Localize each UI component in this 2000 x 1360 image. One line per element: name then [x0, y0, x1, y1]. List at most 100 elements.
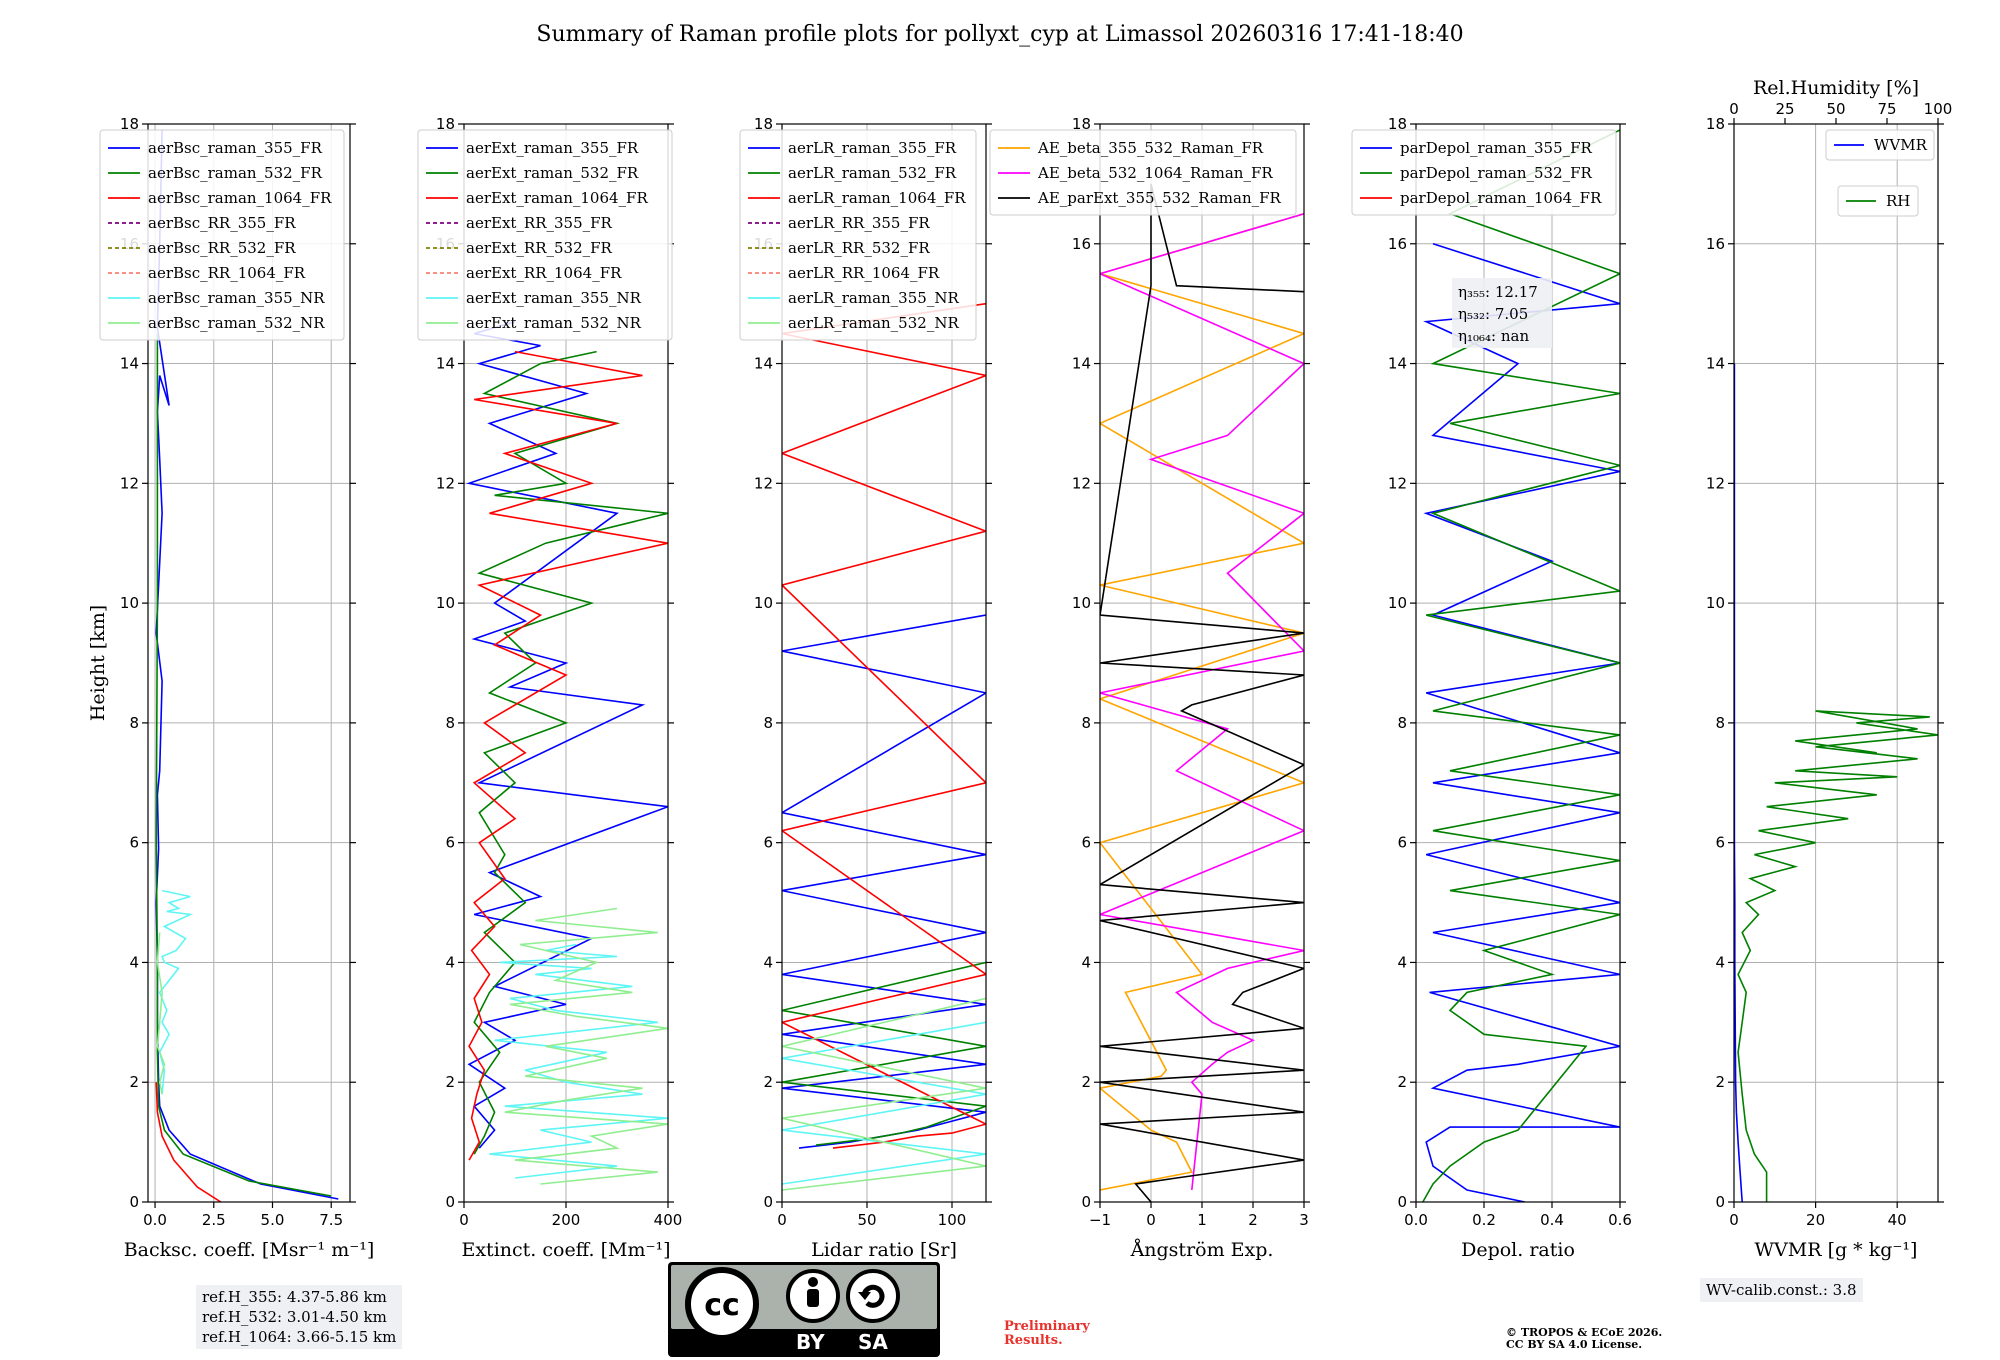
series-group [1734, 363, 1938, 1202]
y-tick-label: 4 [763, 953, 773, 971]
svg-text:cc: cc [704, 1288, 740, 1323]
y-tick-label: 10 [1072, 594, 1091, 612]
x-tick-label: 0 [777, 1211, 787, 1229]
legend-label: aerLR_raman_355_FR [788, 139, 957, 157]
panel-lidar_ratio: 024681012141618050100Lidar ratio [Sr]aer… [739, 115, 992, 1261]
y-tick-label: 14 [1706, 355, 1725, 373]
series-group [1100, 183, 1304, 1202]
y-tick-label: 4 [1397, 953, 1407, 971]
y-tick-label: 8 [763, 714, 773, 732]
badge-sa-label: SA [858, 1330, 888, 1354]
x-axis-label: Extinct. coeff. [Mm⁻¹] [461, 1239, 670, 1261]
x-tick-label: 0 [1146, 1211, 1156, 1229]
y-tick-label: 12 [120, 474, 139, 492]
y-tick-label: 18 [1388, 115, 1407, 133]
series-parDepol_raman_355_FR [1423, 243, 1620, 1202]
axes-frame [1733, 123, 1939, 1203]
x-tick-label: 0 [459, 1211, 469, 1229]
series-aerLR_raman_532_NR [782, 997, 986, 1191]
legend-box [417, 129, 673, 341]
x-tick-label: 0.0 [1404, 1211, 1428, 1229]
y-tick-label: 14 [754, 355, 773, 373]
y-tick-label: 0 [445, 1193, 455, 1211]
top-tick-label: 25 [1775, 100, 1794, 118]
y-tick-label: 14 [1388, 355, 1407, 373]
copyright-note: © TROPOS & ECoE 2026. CC BY SA 4.0 Licen… [1506, 1326, 1663, 1351]
top-axis-label: Rel.Humidity [%] [1753, 77, 1919, 99]
legend-label: aerBsc_RR_1064_FR [148, 264, 306, 282]
y-tick-label: 14 [436, 355, 455, 373]
y-tick-label: 10 [436, 594, 455, 612]
series-aerLR_raman_355_NR [782, 1021, 986, 1185]
y-tick-label: 4 [445, 953, 455, 971]
y-tick-label: 4 [1081, 953, 1091, 971]
eta-annotation: η₅₃₂: 7.05 [1458, 305, 1528, 323]
eta-annotation-box [1452, 278, 1552, 348]
x-axis-label: WVMR [g * kg⁻¹] [1755, 1239, 1918, 1261]
legend-label: parDepol_raman_1064_FR [1400, 189, 1602, 207]
panel-depol: 0 2 4 6 8 10 12 14 16 18 0.0 0.2 0.4 0.6 Depol. ratio p… [1351, 115, 1632, 1261]
preliminary-note: Preliminary Results. [1004, 1319, 1090, 1348]
y-tick-label: 0 [1397, 1193, 1407, 1211]
legend-label: aerExt_raman_532_NR [466, 314, 642, 332]
series-AE_parExt_355_532_Raman_FR [1100, 183, 1304, 1202]
x-axis-label: Depol. ratio [1461, 1239, 1575, 1261]
y-tick-label: 2 [1715, 1073, 1725, 1091]
series-RH [1737, 710, 1938, 1202]
legend-label: WVMR [1874, 136, 1928, 154]
legend-box [1837, 185, 1919, 217]
wv-calib-box: WV-calib.const.: 3.8 [1700, 1278, 1863, 1302]
series-aerLR_raman_1064_FR [782, 302, 986, 1149]
axes-frame [1415, 123, 1621, 1203]
legend-label: aerBsc_RR_532_FR [148, 239, 296, 257]
x-tick-label: 0.6 [1608, 1211, 1632, 1229]
y-tick-label: 16 [1706, 235, 1725, 253]
x-tick-label: 0.0 [143, 1211, 167, 1229]
legend-label: aerBsc_RR_355_FR [148, 214, 296, 232]
wv-calib-const: WV-calib.const.: 3.8 [1706, 1281, 1857, 1299]
y-tick-label: 6 [129, 834, 139, 852]
x-tick-label: 50 [857, 1211, 876, 1229]
y-tick-label: 2 [1397, 1073, 1407, 1091]
y-tick-label: 12 [1072, 474, 1091, 492]
x-tick-label: 100 [938, 1211, 967, 1229]
ref-height-1064: ref.H_1064: 3.66-5.15 km [202, 1328, 397, 1346]
legend-box [739, 129, 977, 341]
y-tick-label: 4 [129, 953, 139, 971]
y-tick-label: 10 [754, 594, 773, 612]
legend-label: RH [1886, 192, 1910, 210]
legend-label: aerLR_RR_1064_FR [788, 264, 940, 282]
series-aerExt_raman_1064_FR [468, 350, 668, 1161]
legend-label: aerBsc_raman_532_FR [148, 164, 323, 182]
legend-label: parDepol_raman_532_FR [1400, 164, 1593, 182]
series-aerExt_raman_355_FR [466, 320, 668, 1149]
x-tick-label: 3 [1299, 1211, 1309, 1229]
series-group [155, 129, 339, 1202]
y-tick-label: 18 [120, 115, 139, 133]
x-tick-label: 2.5 [202, 1211, 226, 1229]
series-aerBsc_raman_355_NR [158, 889, 194, 1095]
y-tick-label: 18 [1072, 115, 1091, 133]
y-tick-label: 6 [763, 834, 773, 852]
x-tick-label: 400 [654, 1211, 683, 1229]
series-aerExt_raman_355_NR [489, 943, 668, 1179]
y-tick-label: 0 [1715, 1193, 1725, 1211]
x-axis-label: Lidar ratio [Sr] [811, 1239, 957, 1261]
y-tick-label: 18 [436, 115, 455, 133]
legend-label: AE_parExt_355_532_Raman_FR [1037, 189, 1282, 207]
y-axis-label: Height [km] [87, 605, 109, 721]
badge-by-label: BY [796, 1330, 825, 1354]
y-tick-label: 0 [763, 1193, 773, 1211]
legend-label: aerBsc_raman_355_NR [148, 289, 325, 307]
sa-share-alike-icon [846, 1269, 900, 1323]
ref-height-box: ref.H_355: 4.37-5.86 km ref.H_532: 3.01-… [196, 1285, 403, 1349]
y-tick-label: 6 [1081, 834, 1091, 852]
legend-label: aerLR_raman_1064_FR [788, 189, 966, 207]
legend-label: aerExt_raman_355_FR [466, 139, 639, 157]
legend-label: aerLR_RR_532_FR [788, 239, 930, 257]
x-tick-label: 40 [1888, 1211, 1907, 1229]
legend-box [1351, 129, 1617, 216]
y-tick-label: 16 [1072, 235, 1091, 253]
